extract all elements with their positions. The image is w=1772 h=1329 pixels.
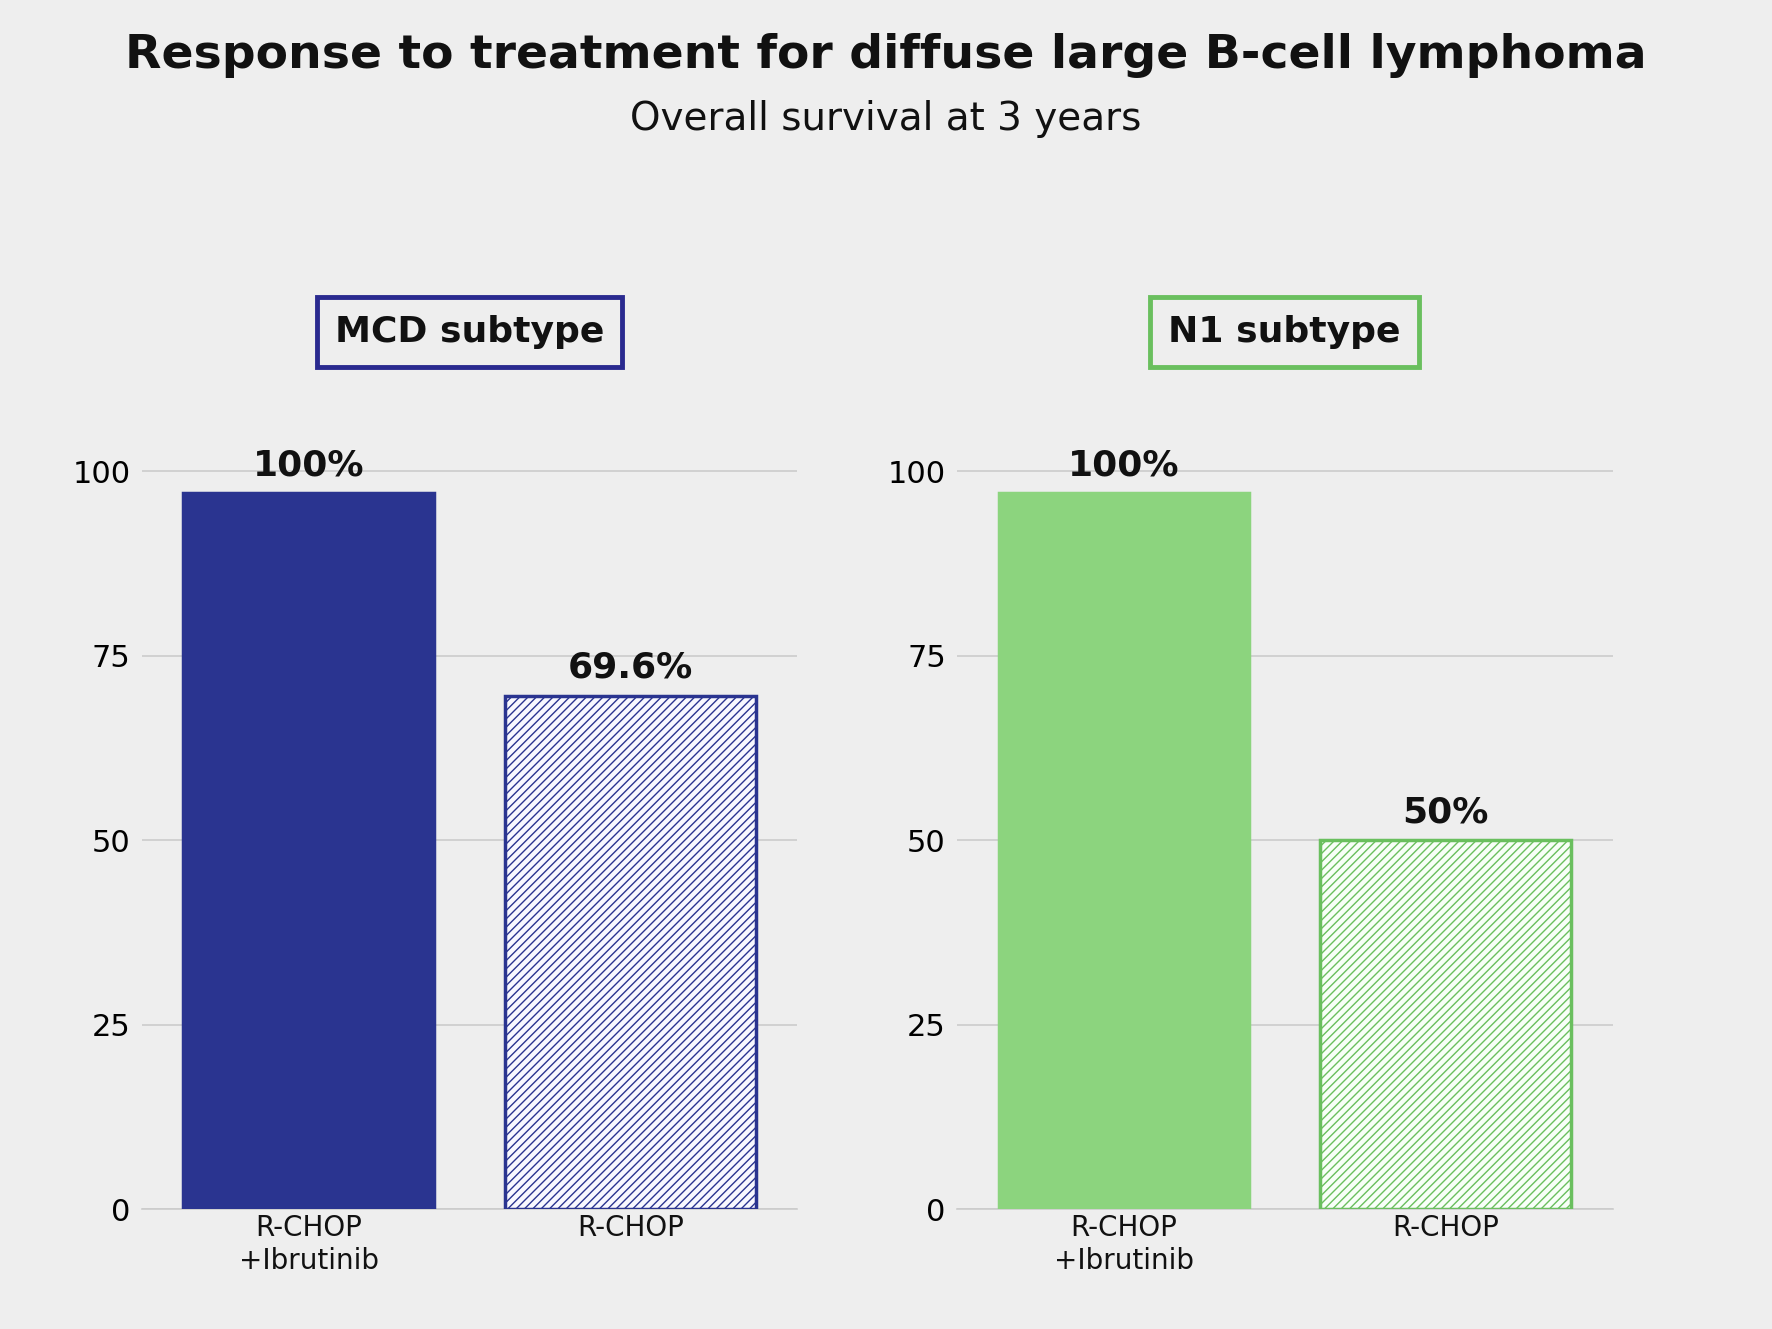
Bar xyxy=(999,493,1249,1209)
Text: N1 subtype: N1 subtype xyxy=(1168,315,1402,350)
Bar xyxy=(1320,840,1570,1209)
Text: Response to treatment for diffuse large B-cell lymphoma: Response to treatment for diffuse large … xyxy=(126,33,1646,78)
Text: 69.6%: 69.6% xyxy=(567,650,693,684)
Text: Overall survival at 3 years: Overall survival at 3 years xyxy=(631,100,1141,138)
Text: 50%: 50% xyxy=(1402,795,1488,829)
Bar xyxy=(184,493,434,1209)
Bar xyxy=(505,695,755,1209)
Text: 100%: 100% xyxy=(1069,448,1180,482)
Text: 100%: 100% xyxy=(253,448,365,482)
Text: MCD subtype: MCD subtype xyxy=(335,315,604,350)
